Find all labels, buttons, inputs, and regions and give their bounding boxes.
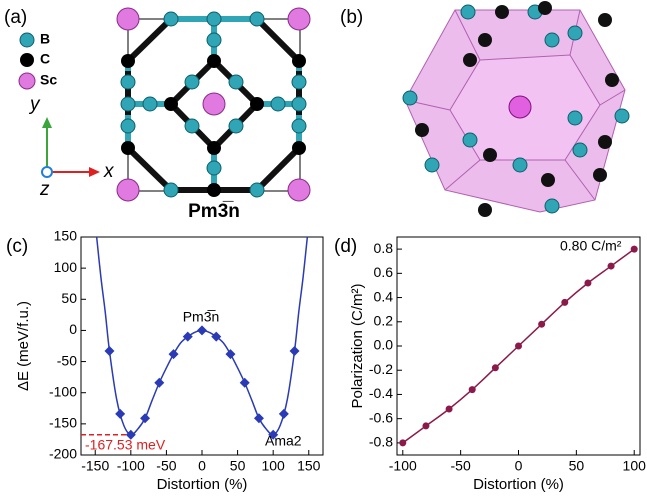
legend-swatch	[20, 33, 34, 47]
data-point	[469, 386, 476, 393]
axis-name: y	[28, 94, 41, 115]
data-point	[254, 413, 264, 423]
y-tick-label: -0.8	[369, 434, 393, 450]
x-tick-label: 100	[623, 458, 647, 474]
y-tick-label: -50	[57, 352, 77, 368]
data-point	[584, 280, 591, 287]
x-tick-label: -100	[389, 458, 417, 474]
x-tick-label: -50	[156, 458, 176, 474]
y-axis-label: ΔE (meV/f.u.)	[15, 301, 32, 391]
axis-arrow	[42, 117, 52, 128]
annotation: Ama2	[265, 433, 302, 449]
reference-label: -167.53 meV	[85, 436, 166, 452]
y-tick-label: 0.2	[374, 312, 394, 328]
y-tick-label: 0.4	[374, 288, 394, 304]
data-point	[140, 413, 150, 423]
x-axis-label: Distortion (%)	[473, 476, 564, 493]
x-tick-label: -150	[81, 458, 109, 474]
polyhedron	[403, 1, 629, 217]
data-point	[608, 263, 615, 270]
x-tick-label: 50	[569, 458, 585, 474]
legend-swatch	[20, 53, 34, 67]
y-tick-label: -200	[49, 446, 77, 462]
y-tick-label: -0.2	[369, 361, 393, 377]
annotation: 0.80 C/m²	[560, 238, 622, 254]
y-tick-label: -0.6	[369, 409, 393, 425]
data-point	[154, 378, 164, 388]
y-tick-label: 0.8	[374, 240, 394, 256]
y-tick-label: -100	[49, 383, 77, 399]
axis-name: x	[103, 161, 115, 182]
data-point	[446, 405, 453, 412]
data-point	[561, 299, 568, 306]
x-tick-label: -50	[451, 458, 471, 474]
data-point	[169, 349, 179, 359]
x-axis-label: Distortion (%)	[157, 476, 248, 493]
crystal-structure	[117, 8, 310, 201]
y-tick-label: 0.6	[374, 264, 394, 280]
legend-label: B	[40, 31, 50, 47]
data-point	[115, 409, 125, 419]
y-axis-label: Polarization (C/m²)	[349, 283, 366, 408]
data-point	[290, 346, 300, 356]
data-point	[225, 349, 235, 359]
panel-label: (d)	[334, 236, 357, 257]
data-point	[279, 409, 289, 419]
axis-arrow	[89, 167, 100, 177]
space-group: Pm3̅n	[188, 201, 240, 222]
annotation: Pm3̅n	[183, 309, 220, 325]
data-point	[538, 321, 545, 328]
x-tick-label: 0	[515, 458, 523, 474]
x-tick-label: -100	[117, 458, 145, 474]
x-tick-label: 0	[198, 458, 206, 474]
legend-swatch	[19, 73, 35, 89]
legend-label: Sc	[40, 72, 57, 88]
data-point	[492, 364, 499, 371]
y-tick-label: 150	[54, 228, 78, 244]
panel-label: (a)	[4, 7, 27, 28]
data-line	[97, 237, 308, 435]
y-tick-label: -150	[49, 415, 77, 431]
y-tick-label: 0	[69, 321, 77, 337]
panel-label: (b)	[340, 7, 363, 28]
y-tick-label: 100	[54, 259, 78, 275]
figure: (a) B	[0, 0, 647, 499]
y-tick-label: 0.0	[374, 337, 394, 353]
x-tick-label: 50	[230, 458, 246, 474]
axis-arrow	[42, 167, 52, 177]
data-point	[240, 378, 250, 388]
data-point	[104, 346, 114, 356]
data-point	[631, 246, 638, 253]
plot-frame	[81, 237, 323, 455]
y-tick-label: 50	[61, 290, 77, 306]
data-point	[422, 422, 429, 429]
data-point	[197, 325, 207, 335]
y-tick-label: -0.4	[369, 385, 393, 401]
panel-label: (c)	[6, 236, 28, 257]
x-tick-label: 100	[261, 458, 285, 474]
axis-name: z	[39, 179, 50, 200]
data-point	[399, 439, 406, 446]
legend-label: C	[40, 51, 50, 67]
data-point	[515, 343, 522, 350]
x-tick-label: 150	[297, 458, 321, 474]
